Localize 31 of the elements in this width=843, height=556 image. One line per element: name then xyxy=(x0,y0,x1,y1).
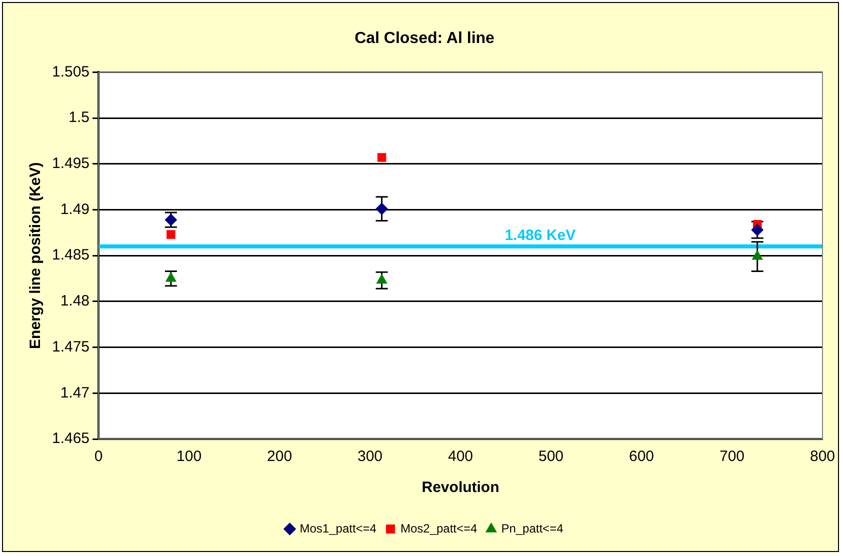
y-tick-label: 1.495 xyxy=(52,155,90,172)
x-tick-label: 600 xyxy=(628,448,654,466)
point xyxy=(166,272,176,282)
y-axis-title: Energy line position (KeV) xyxy=(27,162,44,349)
x-tick-label: 800 xyxy=(810,448,835,466)
y-tick-label: 1.485 xyxy=(52,246,90,264)
x-tick-label: 500 xyxy=(538,448,564,466)
ref-line-label: 1.486 KeV xyxy=(504,227,576,244)
x-tick-label: 0 xyxy=(94,448,103,466)
point xyxy=(376,202,388,215)
legend-label: Pn_patt<=4 xyxy=(501,521,564,536)
point xyxy=(377,153,386,162)
y-tick-label: 1.48 xyxy=(60,292,90,310)
legend-label: Mos1_patt<=4 xyxy=(300,521,377,536)
x-tick-label: 400 xyxy=(448,448,474,466)
x-tick-label: 100 xyxy=(176,448,202,466)
y-tick-label: 1.5 xyxy=(68,109,90,126)
point xyxy=(166,230,176,239)
y-tick-label: 1.49 xyxy=(60,200,90,218)
x-axis-title: Revolution xyxy=(422,479,500,496)
y-tick-label: 1.475 xyxy=(52,338,90,356)
y-tick-label: 1.505 xyxy=(52,63,90,80)
chart-title: Cal Closed: Al line xyxy=(354,30,495,48)
y-tick-label: 1.47 xyxy=(60,384,90,402)
point xyxy=(376,274,388,284)
x-tick-label: 700 xyxy=(719,448,745,466)
point xyxy=(752,250,763,260)
y-tick-label: 1.465 xyxy=(52,430,90,448)
legend-label: Mos2_patt<=4 xyxy=(400,521,478,536)
x-tick-label: 200 xyxy=(267,448,292,466)
x-tick-label: 300 xyxy=(358,448,383,466)
